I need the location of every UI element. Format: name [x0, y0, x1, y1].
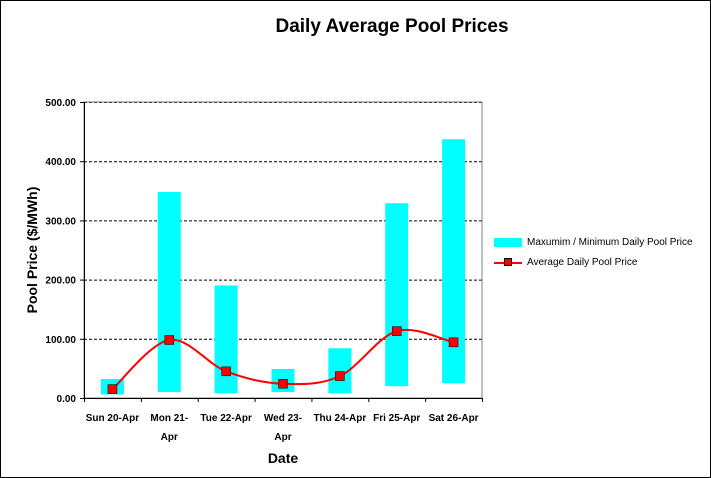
x-tick-label: Apr: [161, 432, 178, 443]
range-bars: [100, 139, 466, 395]
range-bar: [385, 203, 409, 387]
range-bar: [214, 285, 238, 394]
chart-title: Daily Average Pool Prices: [275, 16, 509, 37]
average-point: [221, 366, 231, 377]
y-tick-labels: 0.00 100.00 200.00 300.00 400.00 500.00: [45, 98, 76, 405]
x-tick-label: Mon 21-: [150, 413, 188, 424]
x-tick-label: Thu 24-Apr: [313, 413, 366, 424]
legend-swatch-range: [494, 237, 522, 247]
y-tick-label: 400.00: [45, 157, 76, 168]
x-tick-label: Apr: [274, 432, 291, 443]
legend-swatch-average: [494, 257, 522, 267]
range-bar: [328, 348, 352, 394]
average-point: [448, 337, 459, 348]
legend-item-average: Average Daily Pool Price: [494, 252, 693, 272]
y-tick-label: 200.00: [45, 276, 76, 287]
average-point: [278, 379, 288, 389]
legend: Maxumim / Minimum Daily Pool Price Avera…: [494, 232, 693, 272]
average-point: [391, 326, 402, 336]
x-tick-label: Sun 20-Apr: [86, 413, 139, 424]
gridlines: [84, 102, 482, 340]
x-tick-labels: Sun 20-Apr Mon 21- Apr Tue 22-Apr Wed 23- Apr…: [86, 413, 479, 443]
y-tick-label: 0.00: [57, 394, 77, 405]
legend-label-range: Maxumim / Minimum Daily Pool Price: [527, 236, 693, 248]
y-tick-label: 100.00: [45, 335, 76, 346]
y-tick-label: 500.00: [45, 98, 76, 109]
average-point: [107, 384, 118, 394]
range-bar: [442, 139, 466, 384]
x-tick-label: Fri 25-Apr: [373, 413, 420, 424]
average-point: [164, 335, 175, 345]
legend-item-range: Maxumim / Minimum Daily Pool Price: [494, 232, 693, 252]
x-axis-label: Date: [267, 450, 299, 466]
y-tick-label: 300.00: [45, 216, 76, 227]
range-bar: [157, 191, 181, 393]
x-tick-label: Tue 22-Apr: [200, 413, 252, 424]
average-line: [107, 326, 459, 394]
legend-label-average: Average Daily Pool Price: [527, 256, 638, 268]
x-tick-label: Sat 26-Apr: [429, 413, 479, 424]
axes: [80, 101, 483, 402]
average-point: [335, 371, 345, 381]
x-tick-label: Wed 23-: [264, 413, 302, 424]
plot-border: [83, 101, 483, 399]
